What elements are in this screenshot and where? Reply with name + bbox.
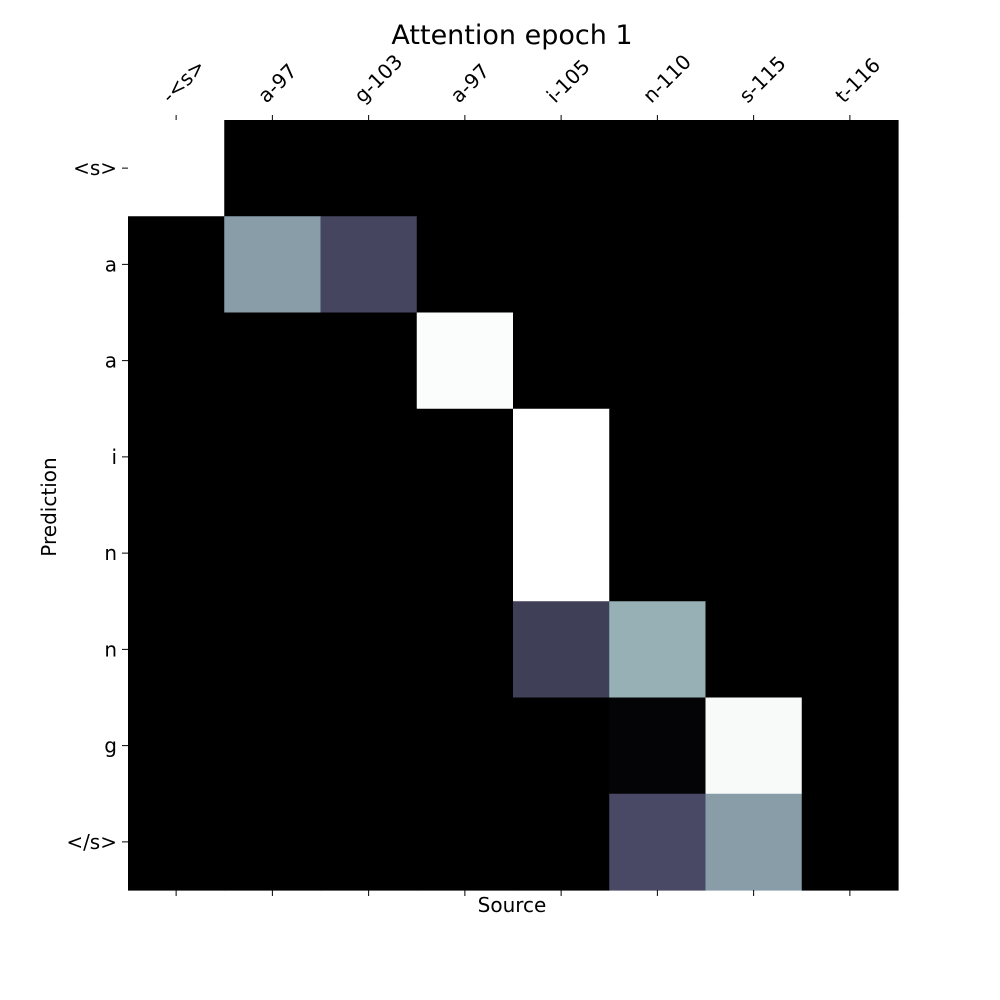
heatmap-cell <box>513 505 610 602</box>
heatmap-cell <box>128 408 225 506</box>
heatmap-cell <box>320 601 418 699</box>
heatmap-cell <box>801 216 899 314</box>
x-tick-label: s-115 <box>734 51 790 107</box>
heatmap-cell <box>128 216 225 314</box>
heatmap-cell <box>320 216 418 314</box>
heatmap-cell <box>224 697 322 795</box>
y-tick-label: <s> <box>73 156 117 180</box>
heatmap-cell <box>705 408 803 506</box>
heatmap-cell <box>416 601 514 699</box>
heatmap-cell <box>224 216 322 314</box>
heatmap-cell <box>128 601 225 699</box>
y-tick-label: </s> <box>66 830 117 854</box>
heatmap-cell <box>609 120 707 217</box>
heatmap-cell <box>224 505 322 602</box>
heatmap-cell <box>609 793 707 891</box>
heatmap-cell <box>224 601 322 699</box>
x-tick-label: a-97 <box>445 59 494 108</box>
heatmap-cell <box>416 408 514 506</box>
y-tick-label: i <box>111 445 117 469</box>
heatmap-cell <box>128 793 225 891</box>
x-tick-label: t-116 <box>830 53 885 108</box>
heatmap-cell <box>801 601 899 699</box>
heatmap-cell <box>513 120 610 217</box>
heatmap-cell <box>801 505 899 602</box>
x-tick-label: n-110 <box>638 49 696 107</box>
x-axis-label: Source <box>478 893 547 917</box>
heatmap-cell <box>609 505 707 602</box>
heatmap-cell <box>416 505 514 602</box>
heatmap-cell <box>801 697 899 795</box>
heatmap-cell <box>705 216 803 314</box>
heatmap-cell <box>320 505 418 602</box>
heatmap-cell <box>224 120 322 217</box>
heatmap-cell <box>416 120 514 217</box>
heatmap-cell <box>513 793 610 891</box>
x-tick-labels: -<s> a-97 g-103 a-97 i-105 n-110 s-115 t-116 <box>157 49 885 107</box>
heatmap-cell <box>128 505 225 602</box>
x-tick-label: -<s> <box>157 54 210 107</box>
heatmap-cell <box>513 312 610 410</box>
heatmap-cell <box>705 505 803 602</box>
chart-title: Attention epoch 1 <box>391 20 632 51</box>
heatmap-cell <box>513 216 610 314</box>
x-tick-label: a-97 <box>253 59 302 108</box>
heatmap-cell <box>513 601 610 699</box>
y-tick-label: a <box>105 252 117 276</box>
heatmap-cell <box>224 312 322 410</box>
y-tick-label: g <box>104 734 117 758</box>
heatmap-cell <box>801 312 899 410</box>
heatmap-cell <box>609 601 707 699</box>
heatmap-cell <box>224 793 322 891</box>
heatmap-cell <box>416 793 514 891</box>
heatmap-cell <box>705 312 803 410</box>
heatmap-cells <box>128 120 899 891</box>
x-tick-label: g-103 <box>349 49 407 107</box>
heatmap-cell <box>320 408 418 506</box>
tick-marks <box>122 115 851 896</box>
heatmap-cell <box>320 120 418 217</box>
y-tick-label: n <box>104 637 117 661</box>
heatmap-cell <box>320 697 418 795</box>
heatmap-cell <box>416 312 514 410</box>
heatmap-cell <box>801 120 899 217</box>
x-tick-label: i-105 <box>542 55 595 108</box>
heatmap-cell <box>705 601 803 699</box>
heatmap-cell <box>320 312 418 410</box>
y-axis-label: Prediction <box>37 457 61 556</box>
heatmap-cell <box>128 120 225 217</box>
heatmap-cell <box>705 793 803 891</box>
heatmap-cell <box>609 408 707 506</box>
heatmap-cell <box>513 408 610 506</box>
heatmap-cell <box>128 312 225 410</box>
heatmap-cell <box>705 120 803 217</box>
heatmap-cell <box>416 697 514 795</box>
y-tick-labels: <s> a a i n n g </s> <box>66 156 117 854</box>
heatmap-cell <box>801 793 899 891</box>
heatmap-cell <box>128 697 225 795</box>
heatmap-cell <box>609 216 707 314</box>
heatmap-cell <box>224 408 322 506</box>
heatmap-cell <box>705 697 803 795</box>
heatmap-cell <box>801 408 899 506</box>
y-tick-label: a <box>105 349 117 373</box>
heatmap-cell <box>609 312 707 410</box>
heatmap-cell <box>416 216 514 314</box>
heatmap-cell <box>609 697 707 795</box>
y-tick-label: n <box>104 541 117 565</box>
heatmap-cell <box>320 793 418 891</box>
heatmap-cell <box>513 697 610 795</box>
